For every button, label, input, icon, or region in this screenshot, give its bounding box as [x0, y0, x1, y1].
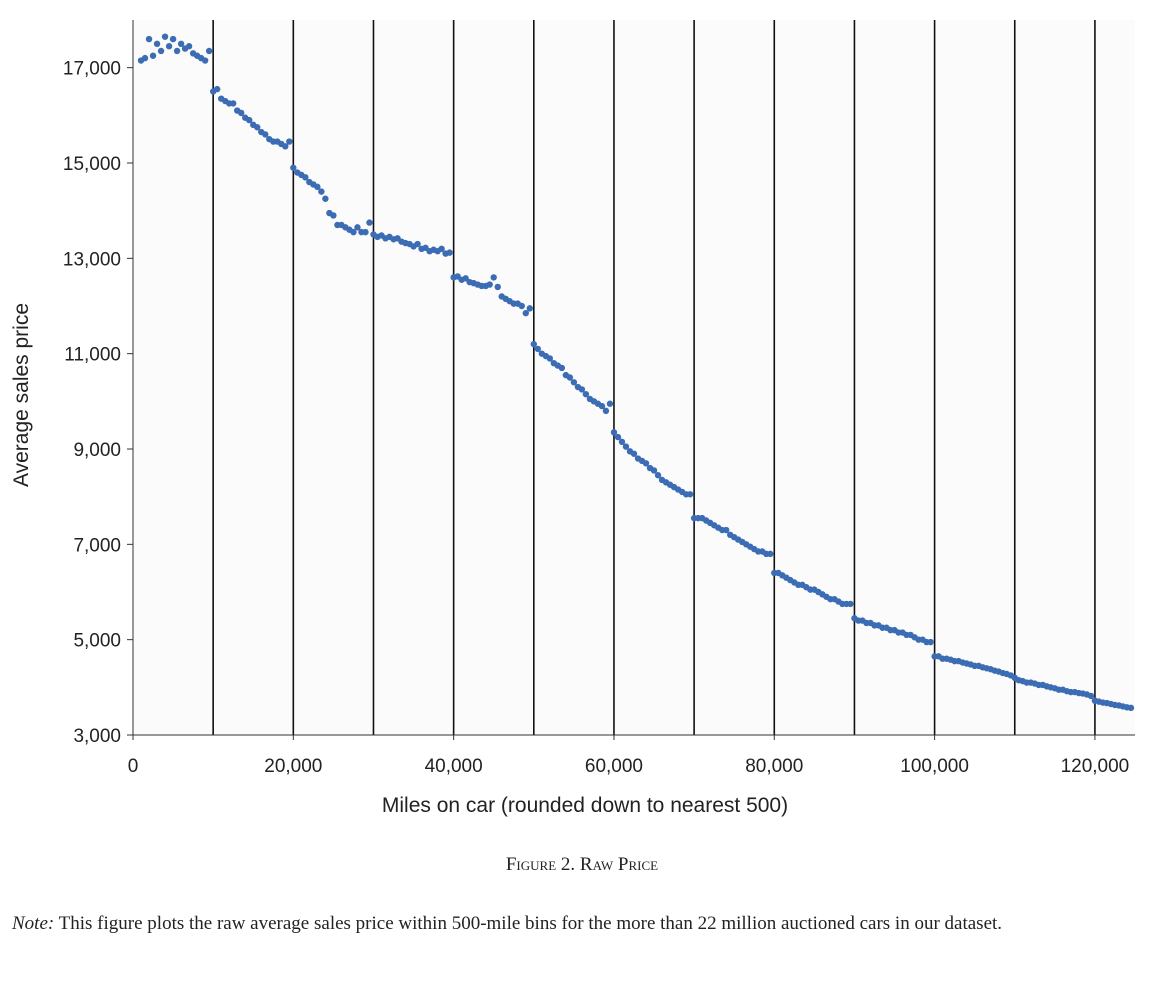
data-point: [262, 131, 269, 138]
data-point: [153, 40, 161, 48]
data-point: [490, 274, 497, 281]
data-point: [686, 491, 694, 498]
data-point: [847, 600, 854, 608]
y-tick-label: 9,000: [73, 440, 121, 461]
x-tick-label: 120,000: [1061, 756, 1130, 777]
x-axis-label: Miles on car (rounded down to nearest 50…: [382, 794, 788, 817]
x-tick-label: 80,000: [745, 756, 803, 777]
data-point: [205, 47, 213, 55]
data-point: [350, 228, 357, 236]
data-point: [927, 638, 934, 646]
y-tick-label: 5,000: [73, 631, 121, 652]
data-point: [642, 460, 650, 467]
x-tick-label: 0: [128, 756, 139, 777]
plot-area: [133, 20, 1135, 735]
data-point: [161, 33, 169, 40]
data-point: [522, 309, 529, 317]
y-tick-label: 17,000: [63, 59, 121, 80]
data-point: [622, 443, 630, 450]
data-point: [558, 364, 566, 372]
data-point: [157, 47, 165, 55]
data-point: [530, 340, 537, 348]
data-point: [446, 249, 453, 256]
data-point: [286, 138, 293, 145]
data-point: [614, 433, 622, 441]
data-point: [366, 219, 373, 226]
data-point: [618, 438, 626, 446]
data-point: [185, 43, 193, 50]
data-point: [354, 224, 361, 231]
data-point: [177, 40, 185, 48]
data-point: [318, 188, 325, 195]
data-point: [282, 143, 289, 150]
data-point: [213, 85, 221, 93]
data-point: [230, 100, 237, 107]
y-tick-label: 13,000: [63, 249, 121, 270]
data-point: [546, 355, 554, 362]
data-point: [149, 52, 157, 59]
data-point: [534, 345, 542, 353]
data-point: [606, 400, 614, 407]
data-point: [165, 43, 173, 50]
data-point: [169, 35, 177, 43]
y-axis-label: Average sales price: [10, 303, 33, 487]
data-point: [330, 212, 337, 219]
data-point: [578, 386, 586, 393]
data-point: [722, 526, 730, 534]
chart: Average sales price Miles on car (rounde…: [10, 20, 1135, 817]
figure-caption: Figure 2. Raw Price: [505, 854, 659, 875]
data-point: [566, 374, 574, 381]
data-point: [654, 472, 662, 479]
data-point: [494, 283, 501, 291]
data-point: [526, 305, 533, 312]
data-point: [767, 550, 774, 558]
data-point: [322, 195, 329, 202]
y-tick-label: 7,000: [73, 535, 121, 556]
x-tick-label: 60,000: [585, 756, 643, 777]
data-point: [438, 245, 445, 252]
data-point: [145, 35, 153, 43]
data-point: [602, 407, 610, 415]
data-point: [302, 174, 309, 181]
data-point: [201, 57, 209, 64]
data-point: [650, 467, 658, 474]
data-point: [462, 275, 469, 282]
data-point: [362, 228, 369, 236]
data-point: [518, 302, 525, 310]
data-point: [246, 116, 253, 124]
data-point: [173, 47, 181, 55]
x-tick-label: 20,000: [264, 756, 322, 777]
data-point: [141, 54, 149, 62]
data-point: [238, 109, 245, 117]
data-point: [314, 183, 321, 191]
y-tick-label: 15,000: [63, 154, 121, 175]
y-tick-label: 11,000: [64, 345, 121, 366]
data-point: [610, 429, 618, 436]
note-label: Note:: [12, 913, 55, 934]
data-point: [486, 281, 493, 288]
data-point: [598, 402, 606, 410]
data-point: [290, 164, 297, 171]
data-point: [630, 450, 638, 457]
data-point: [254, 124, 261, 131]
data-point: [1127, 704, 1135, 712]
data-point: [570, 379, 578, 386]
data-point: [1087, 692, 1095, 700]
y-tick-label: 3,000: [73, 726, 121, 747]
x-tick-label: 40,000: [425, 756, 483, 777]
data-point: [414, 240, 421, 248]
note-text: This figure plots the raw average sales …: [58, 913, 1003, 934]
data-point: [582, 390, 590, 398]
note: Note: This figure plots the raw average …: [12, 911, 1147, 936]
x-tick-label: 100,000: [900, 756, 969, 777]
